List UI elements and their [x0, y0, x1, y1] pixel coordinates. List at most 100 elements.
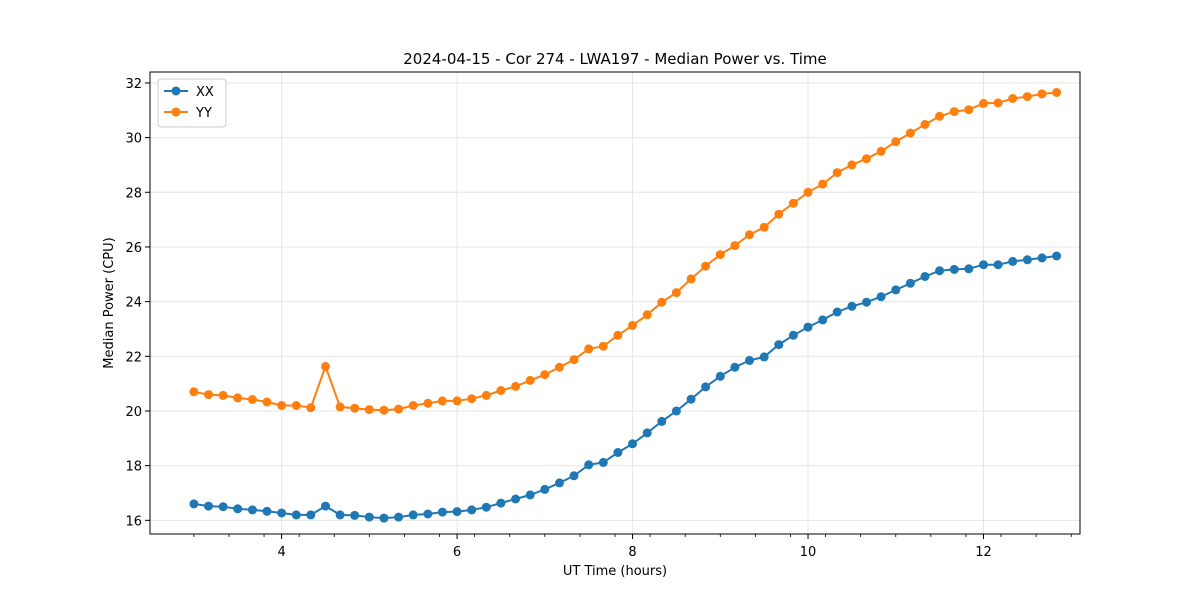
- data-point-yy: [979, 98, 988, 108]
- data-point-xx: [584, 460, 594, 470]
- x-tick-label: 10: [800, 545, 817, 560]
- data-point-yy: [481, 390, 491, 400]
- data-point-xx: [949, 264, 959, 274]
- y-tick-label: 32: [125, 77, 142, 92]
- data-point-yy: [730, 241, 740, 251]
- data-point-yy: [496, 386, 506, 395]
- data-point-xx: [511, 494, 521, 504]
- data-point-yy: [335, 402, 345, 412]
- data-point-yy: [452, 396, 462, 406]
- data-point-xx: [759, 352, 769, 362]
- data-point-xx: [394, 512, 404, 522]
- data-point-yy: [876, 146, 886, 156]
- data-point-yy: [613, 330, 623, 340]
- data-point-yy: [745, 230, 754, 240]
- data-point-yy: [467, 394, 477, 404]
- data-point-yy: [408, 401, 418, 410]
- data-point-yy: [569, 355, 579, 365]
- legend-marker-xx: [171, 86, 181, 96]
- data-point-xx: [218, 502, 228, 512]
- data-point-xx: [891, 285, 901, 295]
- data-point-yy: [788, 198, 798, 208]
- data-point-xx: [437, 507, 447, 517]
- series-xx: [189, 251, 1062, 523]
- data-point-yy: [1022, 92, 1032, 102]
- x-tick-label: 8: [628, 545, 636, 560]
- data-point-xx: [1052, 251, 1062, 261]
- chart-title: 2024-04-15 - Cor 274 - LWA197 - Median P…: [403, 50, 827, 68]
- data-point-xx: [350, 510, 360, 520]
- data-point-xx: [233, 504, 243, 514]
- legend-box: [157, 78, 227, 128]
- data-point-xx: [642, 428, 652, 438]
- data-point-xx: [335, 510, 345, 520]
- data-point-xx: [979, 260, 988, 270]
- data-point-yy: [818, 179, 828, 189]
- y-tick-label: 30: [125, 132, 142, 147]
- data-point-yy: [964, 105, 974, 115]
- data-point-xx: [935, 266, 945, 276]
- data-point-xx: [423, 509, 433, 519]
- data-point-yy: [657, 297, 667, 307]
- data-point-yy: [671, 288, 681, 298]
- data-point-xx: [993, 260, 1003, 270]
- data-point-xx: [525, 490, 535, 500]
- data-point-xx: [686, 394, 696, 404]
- data-point-yy: [1008, 94, 1018, 103]
- data-point-yy: [247, 395, 257, 404]
- data-point-yy: [306, 403, 316, 413]
- data-point-xx: [818, 315, 828, 325]
- data-point-yy: [364, 405, 374, 415]
- data-point-xx: [262, 506, 272, 516]
- grid: [150, 72, 1080, 534]
- data-point-yy: [935, 111, 945, 121]
- data-point-xx: [613, 448, 623, 457]
- x-tick-label: 6: [453, 545, 461, 560]
- data-point-yy: [291, 401, 301, 410]
- y-tick-label: 26: [125, 241, 142, 256]
- x-tick-label: 12: [975, 545, 992, 560]
- data-point-yy: [584, 344, 594, 354]
- y-tick-label: 28: [125, 186, 142, 201]
- data-point-xx: [452, 507, 462, 517]
- legend-label-yy: YY: [195, 106, 212, 121]
- data-point-xx: [204, 501, 213, 511]
- y-tick-label: 20: [125, 405, 142, 420]
- data-point-yy: [555, 362, 564, 372]
- data-point-yy: [1037, 89, 1047, 99]
- data-point-yy: [1052, 88, 1062, 97]
- data-point-xx: [788, 330, 798, 340]
- data-point-xx: [862, 297, 871, 307]
- data-point-yy: [701, 261, 711, 271]
- data-point-xx: [847, 301, 857, 311]
- series-yy: [189, 88, 1062, 415]
- y-tick-label: 22: [125, 350, 142, 365]
- data-point-xx: [540, 484, 550, 494]
- data-point-xx: [481, 502, 491, 512]
- data-point-yy: [891, 137, 901, 147]
- data-point-xx: [876, 292, 886, 302]
- y-tick-label: 24: [125, 296, 142, 311]
- data-point-yy: [204, 390, 213, 400]
- data-point-yy: [540, 370, 550, 380]
- data-point-yy: [862, 154, 871, 164]
- data-point-yy: [262, 397, 272, 407]
- data-point-xx: [364, 512, 374, 522]
- data-point-yy: [394, 404, 404, 414]
- data-point-yy: [189, 387, 199, 397]
- data-point-yy: [525, 375, 535, 385]
- data-point-yy: [437, 396, 447, 406]
- data-point-xx: [1037, 253, 1047, 263]
- data-point-yy: [832, 168, 842, 178]
- data-point-xx: [306, 510, 316, 520]
- data-point-yy: [218, 390, 228, 400]
- data-point-xx: [832, 307, 842, 317]
- data-point-xx: [467, 505, 477, 515]
- data-point-yy: [598, 341, 608, 351]
- data-point-xx: [803, 322, 813, 332]
- data-point-xx: [189, 499, 199, 509]
- data-point-xx: [905, 278, 915, 288]
- legend-marker-yy: [171, 107, 181, 117]
- y-tick-label: 18: [125, 460, 142, 475]
